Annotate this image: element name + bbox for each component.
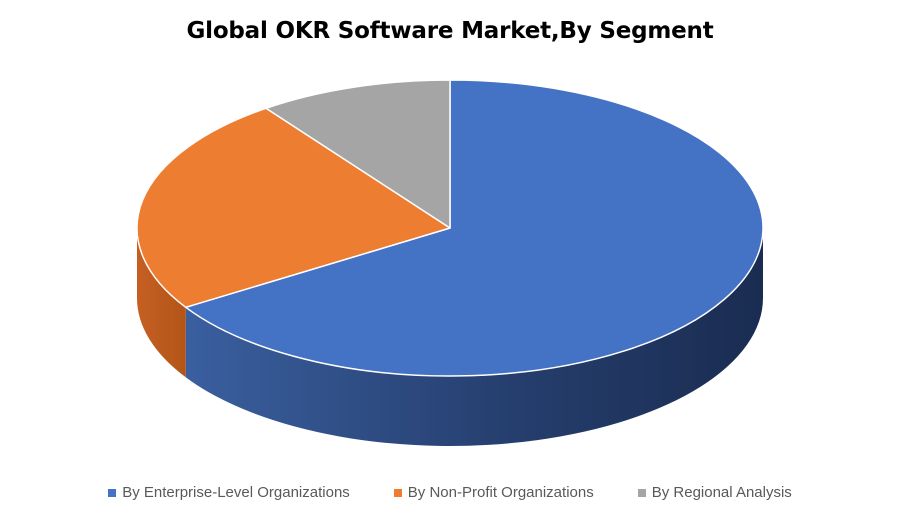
pie-top-layer: [136, 79, 764, 377]
legend-item-enterprise: By Enterprise-Level Organizations: [108, 484, 350, 501]
legend-swatch-regional: [637, 488, 646, 497]
chart-title: Global OKR Software Market,By Segment: [186, 18, 714, 44]
pie-slice-enterprise: [184, 79, 764, 377]
pie-slice-nonprofit: [136, 107, 451, 309]
legend-label-regional: By Regional Analysis: [651, 484, 792, 501]
pie-side-enterprise: [185, 228, 764, 446]
legend-item-regional: By Regional Analysis: [637, 484, 792, 501]
legend: By Enterprise-Level Organizations By Non…: [0, 484, 900, 501]
legend-item-nonprofit: By Non-Profit Organizations: [393, 484, 594, 501]
legend-swatch-nonprofit: [393, 488, 402, 497]
legend-label-enterprise: By Enterprise-Level Organizations: [122, 484, 350, 501]
legend-swatch-enterprise: [108, 488, 117, 497]
pie-slice-regional: [265, 79, 451, 229]
legend-label-nonprofit: By Non-Profit Organizations: [407, 484, 594, 501]
pie-side-nonprofit: [137, 228, 186, 378]
pie-side-layer: [137, 228, 764, 446]
